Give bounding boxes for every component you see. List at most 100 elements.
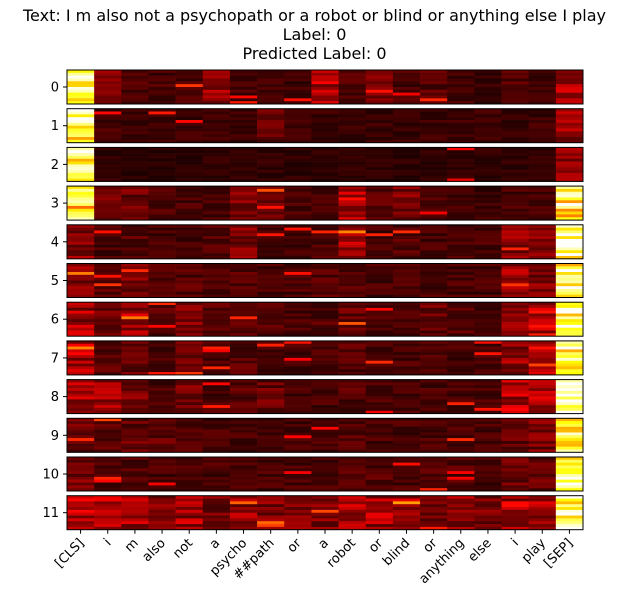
heatmap-cell: [501, 410, 529, 414]
heatmap-cell: [311, 507, 339, 511]
heatmap-cell: [67, 330, 95, 334]
heatmap-cell: [284, 393, 312, 397]
heatmap-cell: [528, 108, 557, 112]
heatmap-cell: [284, 197, 312, 201]
heatmap-cell: [365, 89, 394, 93]
heatmap-cell: [338, 111, 367, 115]
heatmap-cell: [148, 236, 176, 240]
heatmap-cell: [420, 388, 448, 392]
heatmap-cell: [94, 101, 122, 105]
heatmap-cell: [121, 372, 149, 376]
heatmap-cell: [202, 507, 231, 511]
heatmap-cell: [257, 310, 285, 314]
heatmap-cell: [447, 167, 475, 171]
heatmap-cell: [148, 255, 176, 260]
heatmap-cell: [474, 504, 502, 508]
heatmap-cell: [474, 283, 502, 287]
heatmap-cell: [501, 230, 529, 234]
heatmap-cell: [528, 87, 557, 91]
heatmap-cell: [284, 512, 312, 516]
heatmap-cell: [365, 307, 394, 311]
heatmap-cell: [67, 131, 95, 135]
heatmap-cell: [257, 482, 285, 486]
heatmap-cell: [555, 128, 584, 132]
heatmap-cell: [365, 509, 394, 513]
heatmap-cell: [121, 333, 149, 337]
heatmap-cell: [501, 352, 529, 356]
heatmap-cell: [474, 217, 502, 221]
heatmap-cell: [365, 78, 394, 82]
heatmap-cell: [148, 111, 176, 115]
heatmap-cell: [392, 120, 421, 124]
heatmap-cell: [528, 247, 557, 251]
heatmap-cell: [148, 518, 176, 522]
heatmap-cell: [284, 479, 312, 483]
heatmap-cell: [365, 429, 394, 433]
heatmap-cell: [447, 92, 475, 96]
heatmap-cell: [67, 205, 95, 210]
heatmap-cell: [447, 302, 475, 306]
heatmap-cell: [202, 504, 231, 508]
heatmap-cell: [121, 388, 149, 392]
heatmap-cell: [67, 117, 95, 121]
heatmap-cell: [365, 446, 394, 450]
heatmap-cell: [365, 286, 394, 290]
heatmap-cell: [474, 227, 502, 231]
heatmap-cell: [121, 471, 149, 475]
heatmap-cell: [338, 205, 367, 210]
heatmap-cell: [67, 369, 95, 373]
heatmap-cell: [121, 319, 149, 323]
heatmap-cell: [202, 280, 231, 284]
heatmap-cell: [420, 87, 448, 91]
heatmap-cell: [338, 137, 367, 141]
heatmap-cell: [175, 465, 204, 469]
heatmap-cell: [229, 443, 258, 447]
heatmap-cell: [121, 70, 149, 74]
heatmap-cell: [420, 277, 448, 281]
heatmap-cell: [121, 150, 149, 154]
heatmap-cell: [94, 269, 122, 273]
heatmap-cell: [175, 324, 204, 328]
heatmap-cell: [175, 78, 204, 82]
heatmap-cell: [392, 352, 421, 356]
heatmap-cell: [311, 366, 339, 370]
heatmap-cell: [474, 139, 502, 143]
heatmap-cell: [501, 512, 529, 516]
heatmap-cell: [392, 153, 421, 157]
heatmap-cell: [229, 147, 258, 151]
heatmap-cell: [501, 194, 529, 198]
heatmap-cell: [447, 208, 475, 212]
heatmap-cell: [365, 426, 394, 430]
heatmap-cell: [365, 405, 394, 409]
heatmap-cell: [474, 114, 502, 118]
heatmap-cell: [474, 274, 502, 278]
heatmap-cell: [257, 224, 285, 228]
y-tick-label-8: 8: [51, 390, 59, 405]
heatmap-cell: [555, 236, 584, 240]
heatmap-cell: [67, 521, 95, 525]
heatmap-cell: [229, 352, 258, 356]
heatmap-cell: [94, 191, 122, 195]
heatmap-cell: [501, 134, 529, 138]
heatmap-cell: [474, 153, 502, 157]
heatmap-cell: [392, 205, 421, 210]
heatmap-cell: [257, 327, 285, 331]
heatmap-cell: [175, 72, 204, 76]
heatmap-cell: [94, 372, 122, 376]
heatmap-cell: [420, 75, 448, 79]
heatmap-cell: [257, 238, 285, 243]
heatmap-cell: [365, 379, 394, 383]
heatmap-cell: [474, 167, 502, 171]
heatmap-cell: [229, 164, 258, 168]
heatmap-cell: [420, 253, 448, 257]
heatmap-cell: [202, 283, 231, 287]
heatmap-cell: [175, 407, 204, 412]
heatmap-cell: [392, 366, 421, 370]
heatmap-cell: [121, 410, 149, 414]
heatmap-cell: [447, 446, 475, 450]
heatmap-cell: [229, 402, 258, 406]
heatmap-cell: [311, 307, 339, 311]
heatmap-cell: [338, 363, 367, 367]
heatmap-cell: [501, 518, 529, 522]
heatmap-cell: [392, 178, 421, 182]
